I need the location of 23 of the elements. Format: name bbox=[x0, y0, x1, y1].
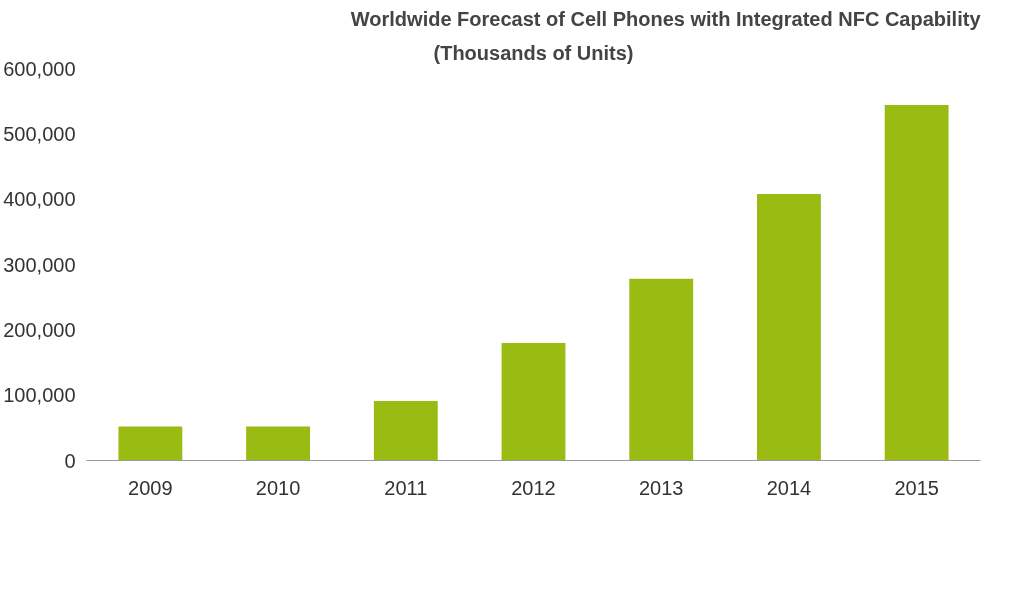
x-tick-label: 2011 bbox=[384, 476, 428, 499]
x-tick-label: 2010 bbox=[255, 476, 301, 499]
bar bbox=[373, 401, 438, 461]
y-tick-label: 0 bbox=[64, 449, 76, 472]
y-tick-label: 600,000 bbox=[3, 57, 76, 80]
y-tick-label: 300,000 bbox=[3, 253, 76, 276]
y-tick-label: 400,000 bbox=[3, 188, 76, 211]
x-tick-label: 2013 bbox=[638, 476, 684, 499]
x-tick-label: 2012 bbox=[511, 476, 556, 499]
bar bbox=[629, 278, 694, 461]
bar bbox=[501, 342, 566, 461]
bar bbox=[246, 426, 310, 461]
bar bbox=[884, 105, 949, 461]
bar bbox=[757, 193, 821, 461]
x-tick-label: 2014 bbox=[766, 476, 812, 499]
y-tick-label: 200,000 bbox=[3, 318, 76, 341]
chart-subtitle: (Thousands of Units) bbox=[433, 41, 634, 64]
chart-title: Worldwide Forecast of Cell Phones with Integrated NFC Capability bbox=[350, 7, 982, 30]
x-tick-label: 2009 bbox=[128, 476, 173, 499]
y-tick-label: 500,000 bbox=[3, 122, 76, 145]
x-tick-label: 2015 bbox=[894, 476, 939, 499]
y-tick-label: 100,000 bbox=[3, 384, 76, 407]
bar bbox=[118, 426, 183, 461]
